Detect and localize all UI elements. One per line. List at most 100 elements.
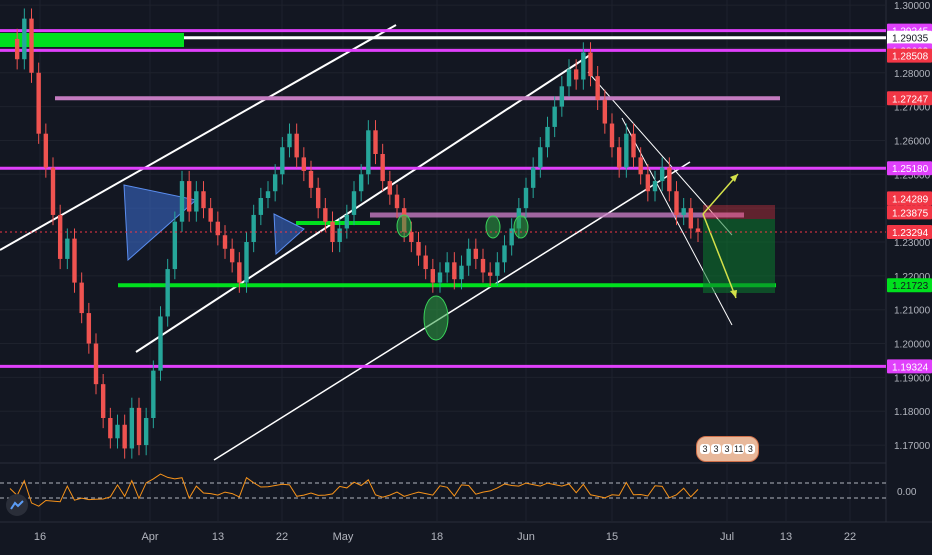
candle-body xyxy=(265,191,271,198)
candle-body xyxy=(495,262,500,276)
candle-body xyxy=(72,238,77,283)
candle-body xyxy=(115,424,120,439)
candle-body xyxy=(588,52,593,77)
badge-count: 3 xyxy=(711,444,721,454)
candle-body xyxy=(581,52,586,80)
candle-body xyxy=(22,18,27,60)
price-tick-label: 1.30000 xyxy=(894,1,931,12)
price-tag xyxy=(887,225,932,240)
candle-body xyxy=(616,147,622,168)
candle-body xyxy=(573,69,579,80)
candle-body xyxy=(552,106,557,127)
candle-body xyxy=(179,181,185,222)
candle-body xyxy=(237,262,242,283)
candle-body xyxy=(323,208,328,222)
time-tick-label: Jul xyxy=(720,531,734,543)
price-tick-label: 1.25000 xyxy=(894,170,931,181)
price-tick-label: 1.22000 xyxy=(894,272,931,283)
price-tag xyxy=(887,278,932,293)
candle-body xyxy=(681,208,686,215)
price-tick-label: 1.23000 xyxy=(894,238,931,249)
price-tick-label: 1.19000 xyxy=(894,373,931,384)
candle-body xyxy=(258,198,264,215)
candle-body xyxy=(186,181,192,212)
price-tag xyxy=(887,191,932,206)
price-tag-label: 1.23875 xyxy=(892,208,929,219)
price-tag-label: 1.21723 xyxy=(892,281,929,292)
triangle-pattern xyxy=(123,184,198,262)
candle-body xyxy=(602,99,608,124)
candle-body xyxy=(652,181,658,192)
candle-body xyxy=(14,38,20,60)
candle-body xyxy=(244,242,249,283)
trend-channel-line xyxy=(135,54,591,353)
candle-body xyxy=(308,170,314,188)
candle-body xyxy=(351,191,357,215)
candle-body xyxy=(215,221,221,236)
candle-body xyxy=(466,248,471,266)
candle-body xyxy=(337,228,342,242)
arrow-head xyxy=(730,174,738,182)
time-tick-label: 18 xyxy=(431,531,443,543)
candle-body xyxy=(287,133,292,148)
stop-loss-zone xyxy=(703,205,775,219)
candle-body xyxy=(624,133,629,168)
candle-body xyxy=(545,126,550,148)
candle-body xyxy=(538,147,543,168)
candle-body xyxy=(172,221,178,270)
candle-body xyxy=(523,187,529,209)
highlight-ellipse xyxy=(513,215,529,239)
time-tick-label: May xyxy=(333,531,354,543)
candle-body xyxy=(194,191,199,212)
candle-body xyxy=(452,262,457,280)
candle-body xyxy=(473,248,479,259)
candle-body xyxy=(280,147,285,175)
candle-body xyxy=(272,174,278,192)
trend-channel-line xyxy=(0,24,397,251)
triangle-pattern xyxy=(273,213,305,256)
candle-body xyxy=(358,174,364,192)
candle-body xyxy=(416,242,421,256)
candle-body xyxy=(229,248,235,263)
price-tag xyxy=(887,91,932,106)
candle-body xyxy=(301,157,307,171)
price-tag-label: 1.28508 xyxy=(892,52,929,63)
candle-body xyxy=(695,228,701,232)
price-tag xyxy=(887,48,932,63)
price-tick-label: 1.26000 xyxy=(894,136,931,147)
candle-body xyxy=(158,316,163,371)
candle-body xyxy=(294,133,299,158)
events-badge[interactable]: 3 3 3 11 3 xyxy=(696,436,760,462)
candle-body xyxy=(65,238,70,259)
time-tick-label: 15 xyxy=(606,531,618,543)
time-tick-label: Apr xyxy=(141,531,158,543)
take-profit-zone xyxy=(703,219,775,293)
price-tick-label: 1.17000 xyxy=(894,441,931,452)
candle-body xyxy=(29,18,34,73)
time-tick-label: 13 xyxy=(780,531,792,543)
time-tick-label: 22 xyxy=(844,531,856,543)
badge-count: 3 xyxy=(722,444,732,454)
badge-count: 11 xyxy=(733,444,745,454)
candle-body xyxy=(108,418,113,439)
price-tag-label: 1.23294 xyxy=(892,228,929,239)
candle-body xyxy=(430,269,436,283)
candle-body xyxy=(459,265,464,280)
candle-body xyxy=(50,167,56,215)
candle-body xyxy=(559,86,565,107)
time-tick-label: 16 xyxy=(34,531,46,543)
candle-body xyxy=(444,262,450,273)
candle-body xyxy=(509,228,514,246)
price-tick-label: 1.21000 xyxy=(894,306,931,317)
candle-body xyxy=(659,167,665,182)
price-tick-label: 1.27000 xyxy=(894,103,931,114)
candle-body xyxy=(487,272,493,276)
candle-body xyxy=(36,72,41,134)
candle-body xyxy=(251,214,256,242)
tradingview-logo-icon xyxy=(6,494,28,516)
candle-body xyxy=(480,258,486,273)
candle-body xyxy=(409,231,414,242)
candle-body xyxy=(674,191,679,215)
